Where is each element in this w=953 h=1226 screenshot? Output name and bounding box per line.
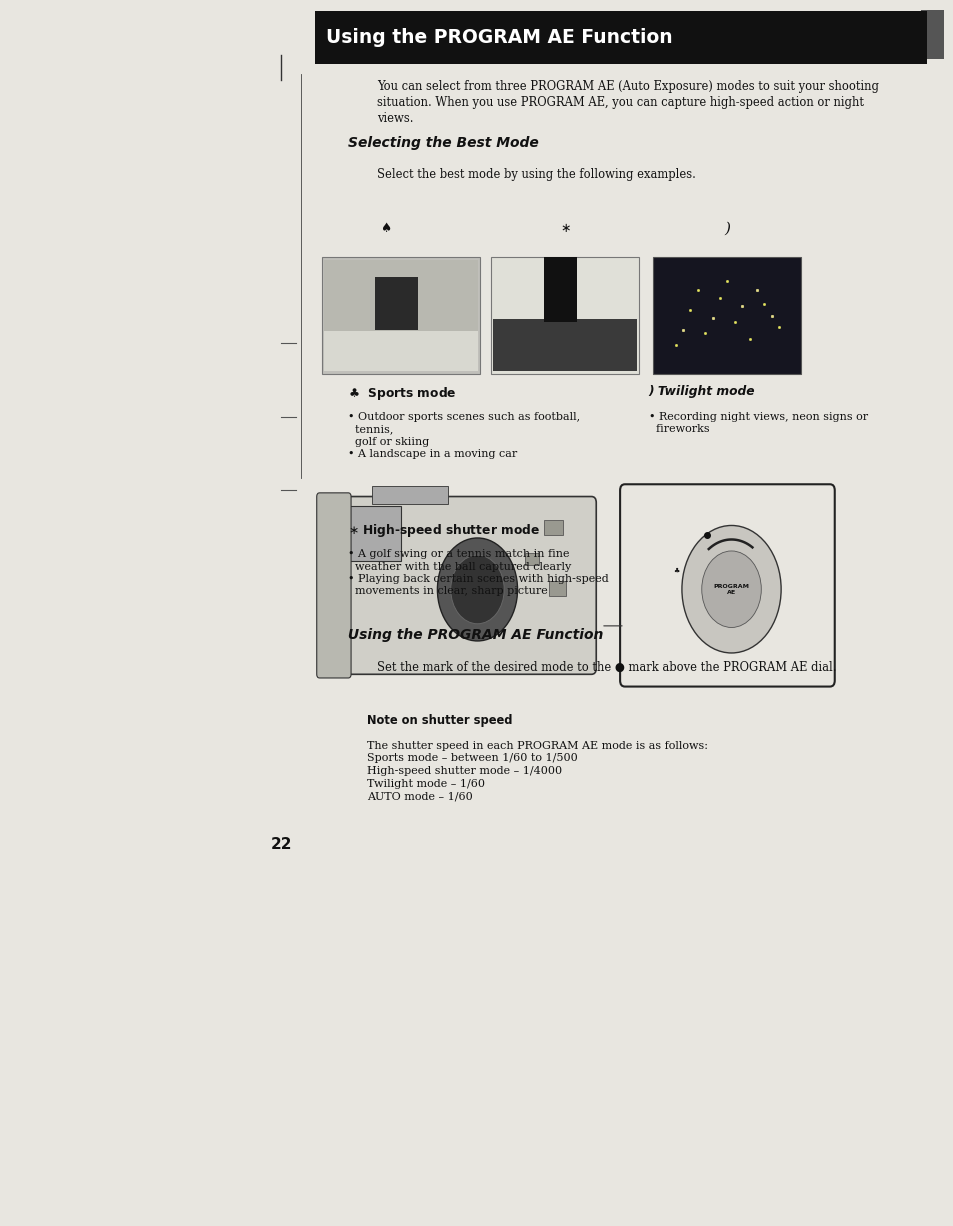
Bar [372, 485, 448, 505]
Text: You can select from three PROGRAM AE (Auto Exposure) modes to suit your shooting: You can select from three PROGRAM AE (Au… [376, 80, 878, 125]
Text: ) Twilight mode: ) Twilight mode [648, 385, 755, 398]
Bar [543, 257, 577, 321]
Circle shape [681, 526, 781, 653]
Bar [324, 331, 477, 371]
Bar [322, 257, 479, 374]
Text: • Recording night views, neon signs or
  fireworks: • Recording night views, neon signs or f… [648, 412, 867, 434]
Text: $\clubsuit$  Sports mode: $\clubsuit$ Sports mode [348, 385, 456, 402]
Bar [543, 520, 562, 535]
Text: Set the mark of the desired mode to the ● mark above the PROGRAM AE dial.: Set the mark of the desired mode to the … [376, 661, 836, 674]
FancyBboxPatch shape [316, 493, 351, 678]
Text: $\spadesuit$: $\spadesuit$ [379, 222, 391, 235]
Circle shape [701, 550, 760, 628]
Text: Selecting the Best Mode: Selecting the Best Mode [348, 136, 538, 150]
Text: Using the PROGRAM AE Function: Using the PROGRAM AE Function [343, 628, 603, 641]
Circle shape [436, 538, 517, 641]
Text: The shutter speed in each PROGRAM AE mode is as follows:
Sports mode – between 1: The shutter speed in each PROGRAM AE mod… [367, 741, 707, 802]
Text: • A golf swing or a tennis match in fine
  weather with the ball captured clearl: • A golf swing or a tennis match in fine… [348, 549, 608, 596]
Text: Using the PROGRAM AE Function: Using the PROGRAM AE Function [326, 28, 672, 47]
FancyBboxPatch shape [329, 497, 596, 674]
Bar [920, 10, 943, 59]
Text: $\ast$: $\ast$ [559, 222, 570, 235]
Bar [338, 506, 400, 562]
Bar [491, 257, 639, 374]
Bar [493, 319, 637, 371]
Bar [314, 11, 926, 64]
Text: • Outdoor sports scenes such as football,
  tennis,
  golf or skiing
• A landsca: • Outdoor sports scenes such as football… [348, 412, 579, 459]
Bar [375, 277, 417, 330]
FancyBboxPatch shape [619, 484, 834, 687]
Text: Note on shutter speed: Note on shutter speed [367, 714, 513, 727]
Bar [324, 260, 477, 371]
Text: PROGRAM
AE: PROGRAM AE [713, 584, 749, 595]
Circle shape [450, 555, 503, 624]
Bar [548, 581, 565, 596]
Text: $\ast$ High-speed shutter mode: $\ast$ High-speed shutter mode [348, 522, 539, 539]
Bar [524, 553, 538, 565]
Text: 22: 22 [271, 837, 292, 852]
Text: $\clubsuit$: $\clubsuit$ [673, 565, 680, 575]
Text: ): ) [723, 222, 730, 235]
Text: Select the best mode by using the following examples.: Select the best mode by using the follow… [376, 168, 695, 181]
Bar [653, 257, 801, 374]
